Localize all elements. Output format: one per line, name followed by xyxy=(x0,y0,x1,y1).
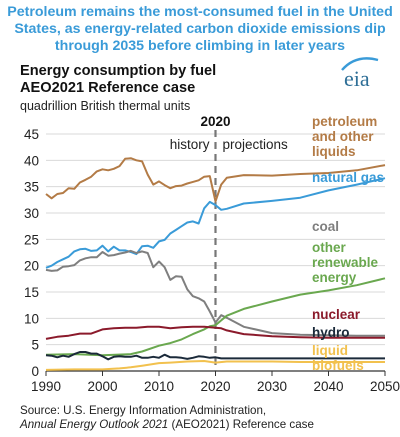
eia-logo: eia xyxy=(341,57,379,91)
y-tick-label-15: 15 xyxy=(24,285,39,300)
y-tick-label-5: 5 xyxy=(31,338,39,353)
series-line-hydro xyxy=(45,351,385,361)
source-line-2-rest: (AEO2021) Reference case xyxy=(168,418,314,431)
headline: Petroleum remains the most-consumed fuel… xyxy=(6,4,394,55)
series-label-other-renewable-energy-line-3: energy xyxy=(312,270,357,285)
x-tick-label-2040: 2040 xyxy=(313,379,343,394)
x-tick-label-2010: 2010 xyxy=(144,379,174,394)
y-tick-label-40: 40 xyxy=(24,153,39,168)
x-tick-label-2020: 2020 xyxy=(200,379,230,394)
y-tick-label-35: 35 xyxy=(24,180,39,195)
x-tick-label-2050: 2050 xyxy=(370,379,400,394)
series-label-other-renewable-energy: other renewable energy xyxy=(312,240,378,285)
series-label-other-renewable-energy-line-2: renewable xyxy=(312,255,379,270)
y-tick-label-20: 20 xyxy=(24,259,39,274)
series-label-petroleum-and-other-liquids-line-3: liquids xyxy=(312,144,356,159)
headline-line-2: States, as energy-related carbon dioxide… xyxy=(14,21,386,37)
series-label-petroleum-and-other-liquids-line-2: and other xyxy=(312,129,374,144)
divider-year-label: 2020 xyxy=(200,114,230,129)
chart-title: Energy consumption by fuel AEO2021 Refer… xyxy=(20,63,216,97)
series-label-liquid-biofuels-line-1: liquid xyxy=(312,343,348,358)
x-tick-label-1990: 1990 xyxy=(31,379,61,394)
series-line-petroleum-and-other-liquids xyxy=(45,157,386,203)
x-tick-label-2000: 2000 xyxy=(87,379,117,394)
source-report-title: Annual Energy Outlook 2021 xyxy=(20,418,169,431)
series-label-coal-line-1: coal xyxy=(312,219,340,234)
history-label: history xyxy=(170,137,210,152)
source-line-1: Source: U.S. Energy Information Administ… xyxy=(20,404,267,417)
series-label-natural-gas-line-1: natural gas xyxy=(312,170,385,185)
y-axis-ticks: 0 5 10 15 20 25 30 35 40 45 xyxy=(24,127,39,379)
headline-line-3: through 2035 before climbing in later ye… xyxy=(54,38,346,54)
headline-line-1: Petroleum remains the most-consumed fuel… xyxy=(7,4,393,20)
eia-logo-text: eia xyxy=(344,66,370,91)
y-tick-label-0: 0 xyxy=(31,364,39,379)
chart-title-line-2: AEO2021 Reference case xyxy=(20,80,196,96)
source-line-2: Annual Energy Outlook 2021 (AEO2021) Ref… xyxy=(20,418,314,432)
series-line-natural-gas xyxy=(45,177,386,269)
y-tick-label-10: 10 xyxy=(24,311,39,326)
eia-logo-arc xyxy=(341,57,379,71)
history-divider: 2020 history projections xyxy=(170,114,288,371)
series-label-liquid-biofuels: liquid biofuels xyxy=(312,343,364,373)
series-label-natural-gas: natural gas xyxy=(312,170,384,185)
x-axis-ticks: 1990 2000 2010 2020 2030 2040 2050 xyxy=(31,371,400,394)
chart-title-line-1: Energy consumption by fuel xyxy=(20,63,217,79)
series-label-hydro: hydro xyxy=(312,325,350,340)
series-label-petroleum-and-other-liquids: petroleum and other liquids xyxy=(312,114,377,159)
source-note: Source: U.S. Energy Information Administ… xyxy=(20,404,314,432)
y-tick-label-30: 30 xyxy=(24,206,39,221)
series-line-nuclear xyxy=(45,325,385,340)
series-label-liquid-biofuels-line-2: biofuels xyxy=(312,358,364,373)
x-tick-label-2030: 2030 xyxy=(257,379,287,394)
units-label: quadrillion British thermal units xyxy=(20,99,191,113)
series-label-petroleum-and-other-liquids-line-1: petroleum xyxy=(312,114,378,129)
series-lines xyxy=(45,157,386,371)
y-tick-label-25: 25 xyxy=(24,232,39,247)
projections-label: projections xyxy=(223,137,289,152)
y-tick-label-45: 45 xyxy=(24,127,39,142)
series-label-other-renewable-energy-line-1: other xyxy=(312,240,346,255)
series-label-nuclear-line-1: nuclear xyxy=(312,307,361,322)
series-label-nuclear: nuclear xyxy=(312,307,360,322)
series-line-liquid-biofuels xyxy=(45,360,385,371)
series-label-coal: coal xyxy=(312,219,339,234)
series-label-hydro-line-1: hydro xyxy=(312,325,350,340)
